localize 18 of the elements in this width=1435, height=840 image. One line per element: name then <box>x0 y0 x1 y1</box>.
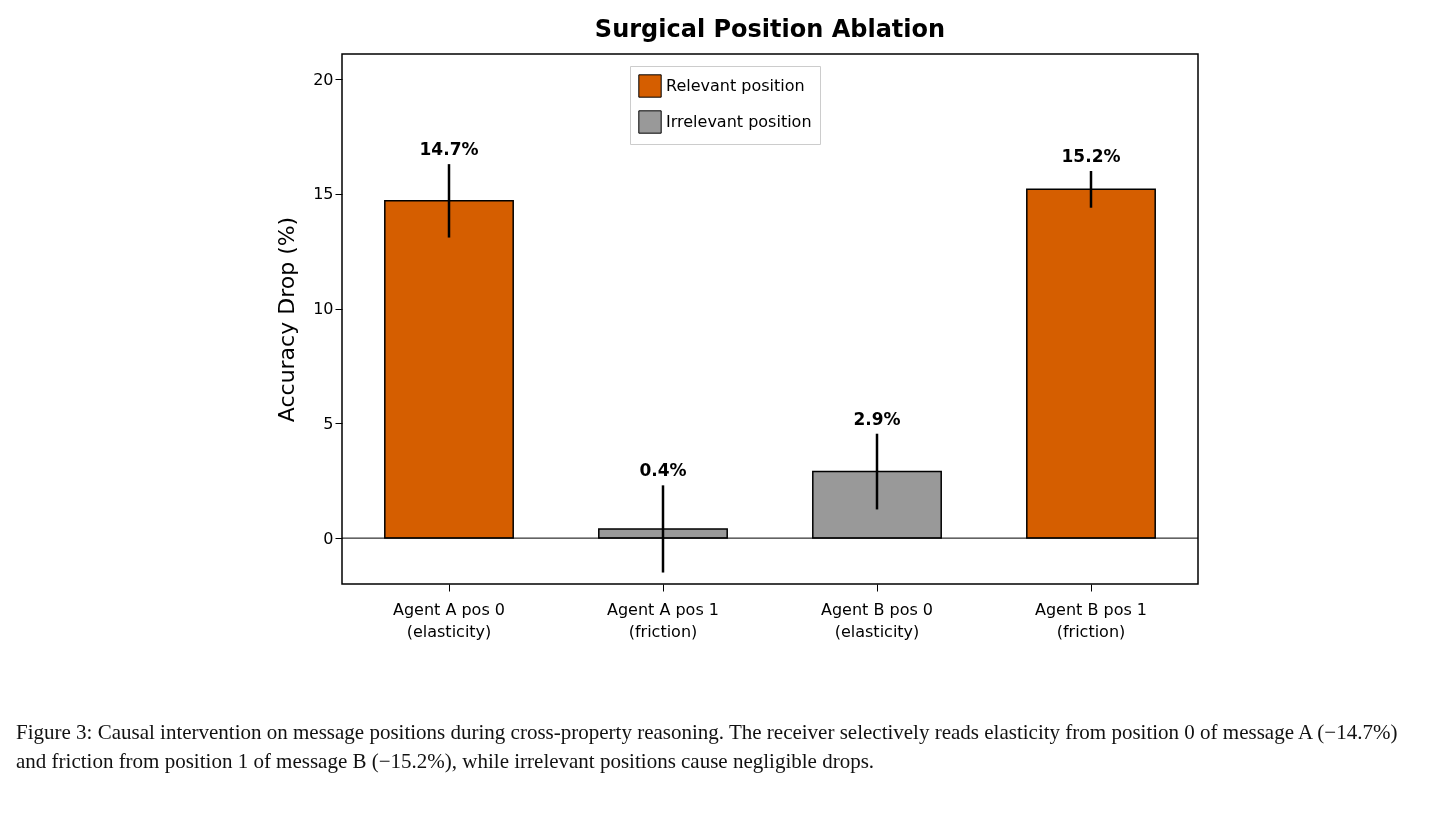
x-tick-label: Agent B pos 0 (elasticity) <box>820 599 934 641</box>
y-tick-label: 20 <box>313 69 334 89</box>
y-axis-title: Accuracy Drop (%) <box>274 216 300 423</box>
data-label: 15.2% <box>1061 146 1121 167</box>
y-tick-label: 0 <box>323 528 334 548</box>
data-label: 0.4% <box>639 460 687 481</box>
y-tick-label: 5 <box>323 413 334 433</box>
y-tick-label: 15 <box>313 184 334 204</box>
legend-label: Irrelevant position <box>666 112 812 131</box>
data-label: 14.7% <box>419 139 479 160</box>
x-tick-label: Agent A pos 0 (elasticity) <box>392 599 506 641</box>
caption: Figure 3: Causal intervention on message positions during cross-property reasoning. The receiver selectively reads elasticity from position 0 of message A (−14.7%) and friction from position 1 of message B (−15.2%), while irrelevant positions cause negligible drops. <box>16 719 1399 775</box>
legend-label: Relevant position <box>666 76 805 95</box>
x-tick-label: Agent B pos 1 (friction) <box>1034 599 1148 641</box>
y-tick-label: 10 <box>313 299 334 319</box>
chart-title: Surgical Position Ablation <box>594 15 946 43</box>
x-tick-label: Agent A pos 1 (friction) <box>606 599 720 641</box>
data-label: 2.9% <box>853 408 901 429</box>
